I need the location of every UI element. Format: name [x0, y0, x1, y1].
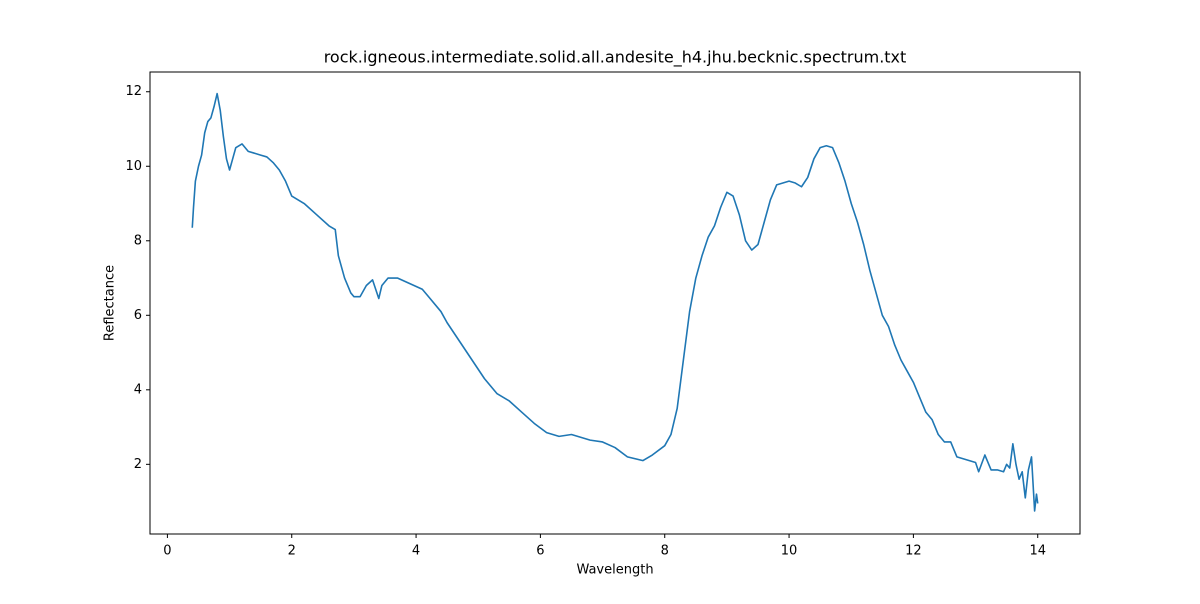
- x-tick-label: 4: [412, 544, 420, 559]
- x-tick-label: 14: [1029, 544, 1046, 559]
- y-tick-label: 4: [134, 382, 142, 397]
- y-tick-label: 6: [134, 308, 142, 323]
- y-tick-label: 8: [134, 233, 142, 248]
- y-axis-label: Reflectance: [103, 265, 118, 341]
- data-line: [191, 92, 1039, 512]
- x-axis-label: Wavelength: [576, 563, 653, 578]
- plot-frame: [149, 71, 1081, 535]
- x-tick-label: 8: [661, 544, 669, 559]
- x-tick-label: 2: [288, 544, 296, 559]
- x-tick-label: 6: [536, 544, 544, 559]
- x-tick-label: 12: [905, 544, 922, 559]
- x-tick-label: 0: [163, 544, 171, 559]
- y-tick-label: 10: [125, 159, 142, 174]
- y-tick-label: 2: [134, 457, 142, 472]
- y-tick-label: 12: [125, 84, 142, 99]
- chart-title: rock.igneous.intermediate.solid.all.ande…: [324, 48, 907, 68]
- x-tick-label: 10: [781, 544, 798, 559]
